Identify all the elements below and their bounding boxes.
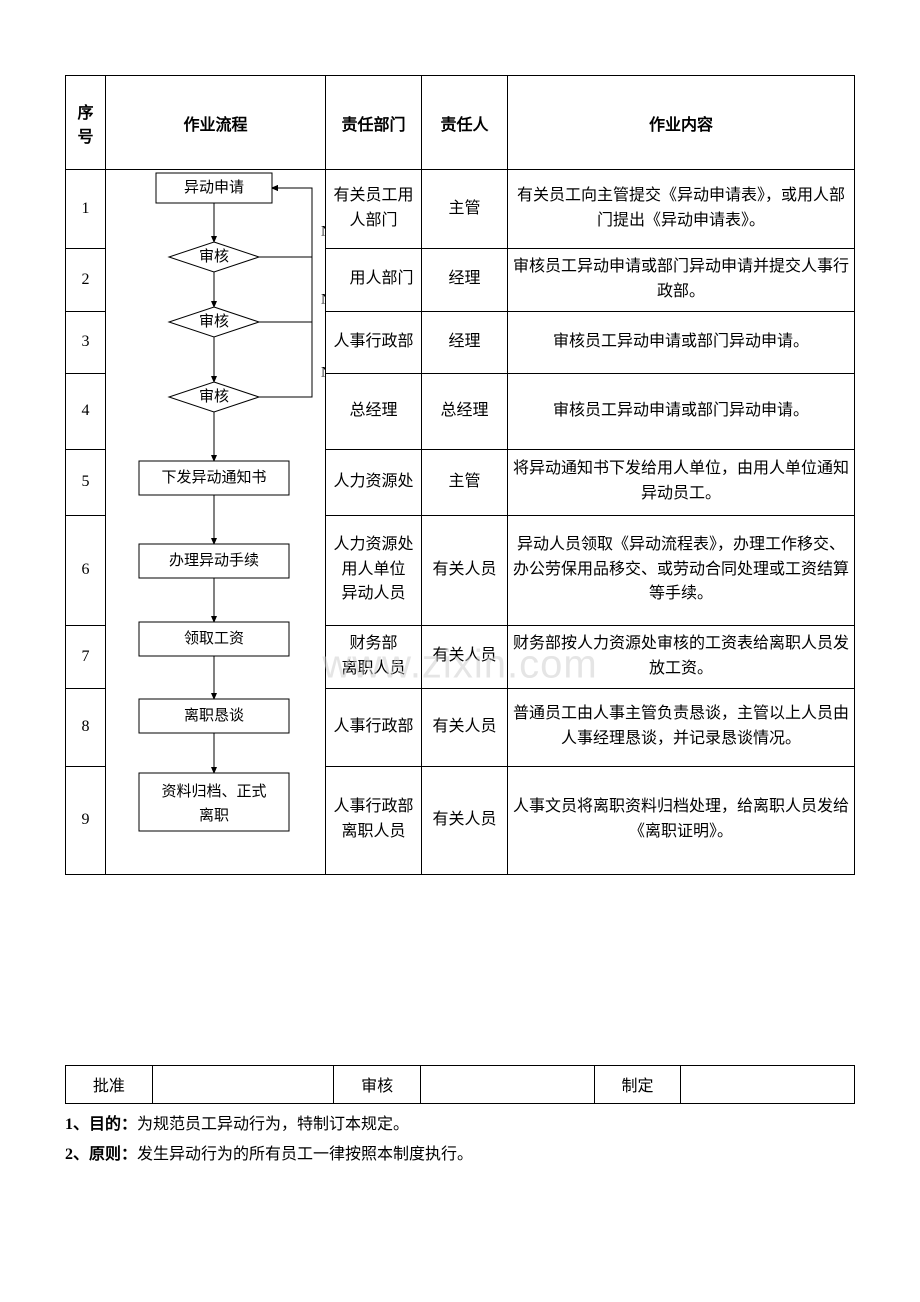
process-table: 序号 作业流程 责任部门 责任人 作业内容 1NNN异动申请审核审核审核下发异动…: [65, 75, 855, 875]
person-cell: 有关人员: [422, 766, 508, 874]
person-cell: 有关人员: [422, 625, 508, 688]
th-person: 责任人: [422, 76, 508, 170]
person-cell: 总经理: [422, 373, 508, 449]
th-seq: 序号: [66, 76, 106, 170]
svg-text:审核: 审核: [199, 248, 229, 265]
svg-text:N: N: [321, 364, 326, 380]
svg-text:下发异动通知书: 下发异动通知书: [161, 469, 266, 486]
seq-cell: 5: [66, 449, 106, 515]
note-1-label: 1、目的：: [65, 1116, 137, 1133]
content-cell: 有关员工向主管提交《异动申请表》，或用人部门提出《异动申请表》。: [508, 170, 855, 249]
content-cell: 审核员工异动申请或部门异动申请并提交人事行政部。: [508, 249, 855, 312]
seq-cell: 1: [66, 170, 106, 249]
note-2: 2、原则：发生异动行为的所有员工一律按照本制度执行。: [65, 1140, 855, 1170]
svg-text:领取工资: 领取工资: [184, 630, 244, 647]
person-cell: 经理: [422, 249, 508, 312]
dept-cell: 用人部门: [326, 249, 422, 312]
make-value: [681, 1065, 855, 1103]
content-cell: 将异动通知书下发给用人单位，由用人单位通知异动员工。: [508, 449, 855, 515]
svg-text:审核: 审核: [199, 388, 229, 405]
svg-text:资料归档、正式: 资料归档、正式: [161, 783, 266, 800]
note-2-label: 2、原则：: [65, 1146, 137, 1163]
approval-row: 批准 审核 制定: [66, 1065, 855, 1103]
svg-text:办理异动手续: 办理异动手续: [169, 552, 259, 569]
notes-section: 1、目的：为规范员工异动行为，特制订本规定。 2、原则：发生异动行为的所有员工一…: [65, 1110, 855, 1171]
th-content: 作业内容: [508, 76, 855, 170]
svg-text:审核: 审核: [199, 313, 229, 330]
dept-cell: 人力资源处: [326, 449, 422, 515]
content-cell: 人事文员将离职资料归档处理，给离职人员发给《离职证明》。: [508, 766, 855, 874]
svg-text:离职恳谈: 离职恳谈: [184, 707, 244, 724]
make-label: 制定: [594, 1065, 681, 1103]
svg-text:异动申请: 异动申请: [184, 179, 244, 196]
table-row: 1NNN异动申请审核审核审核下发异动通知书办理异动手续领取工资离职恳谈资料归档、…: [66, 170, 855, 249]
seq-cell: 7: [66, 625, 106, 688]
svg-text:N: N: [321, 223, 326, 239]
content-cell: 审核员工异动申请或部门异动申请。: [508, 373, 855, 449]
approval-table: 批准 审核 制定: [65, 1065, 855, 1104]
person-cell: 有关人员: [422, 515, 508, 625]
dept-cell: 总经理: [326, 373, 422, 449]
person-cell: 经理: [422, 311, 508, 373]
seq-cell: 6: [66, 515, 106, 625]
svg-text:离职: 离职: [199, 807, 229, 824]
person-cell: 有关人员: [422, 688, 508, 766]
dept-cell: 财务部离职人员: [326, 625, 422, 688]
dept-cell: 人事行政部: [326, 311, 422, 373]
review-value: [421, 1065, 595, 1103]
note-1: 1、目的：为规范员工异动行为，特制订本规定。: [65, 1110, 855, 1140]
person-cell: 主管: [422, 170, 508, 249]
seq-cell: 4: [66, 373, 106, 449]
th-dept: 责任部门: [326, 76, 422, 170]
review-label: 审核: [334, 1065, 421, 1103]
content-cell: 财务部按人力资源处审核的工资表给离职人员发放工资。: [508, 625, 855, 688]
approve-value: [152, 1065, 333, 1103]
content-cell: 普通员工由人事主管负责恳谈，主管以上人员由人事经理恳谈，并记录恳谈情况。: [508, 688, 855, 766]
flowchart-svg: NNN异动申请审核审核审核下发异动通知书办理异动手续领取工资离职恳谈资料归档、正…: [106, 170, 326, 870]
dept-cell: 人力资源处用人单位异动人员: [326, 515, 422, 625]
dept-cell: 人事行政部离职人员: [326, 766, 422, 874]
table-header-row: 序号 作业流程 责任部门 责任人 作业内容: [66, 76, 855, 170]
th-flow: 作业流程: [106, 76, 326, 170]
dept-cell: 人事行政部: [326, 688, 422, 766]
seq-cell: 9: [66, 766, 106, 874]
svg-text:N: N: [321, 291, 326, 307]
seq-cell: 3: [66, 311, 106, 373]
seq-cell: 2: [66, 249, 106, 312]
note-2-text: 发生异动行为的所有员工一律按照本制度执行。: [137, 1146, 473, 1163]
person-cell: 主管: [422, 449, 508, 515]
flow-cell: NNN异动申请审核审核审核下发异动通知书办理异动手续领取工资离职恳谈资料归档、正…: [106, 170, 326, 875]
dept-cell: 有关员工用人部门: [326, 170, 422, 249]
approve-label: 批准: [66, 1065, 153, 1103]
content-cell: 审核员工异动申请或部门异动申请。: [508, 311, 855, 373]
approval-section: 批准 审核 制定 1、目的：为规范员工异动行为，特制订本规定。 2、原则：发生异…: [65, 1065, 855, 1171]
content-cell: 异动人员领取《异动流程表》，办理工作移交、办公劳保用品移交、或劳动合同处理或工资…: [508, 515, 855, 625]
note-1-text: 为规范员工异动行为，特制订本规定。: [137, 1116, 409, 1133]
seq-cell: 8: [66, 688, 106, 766]
